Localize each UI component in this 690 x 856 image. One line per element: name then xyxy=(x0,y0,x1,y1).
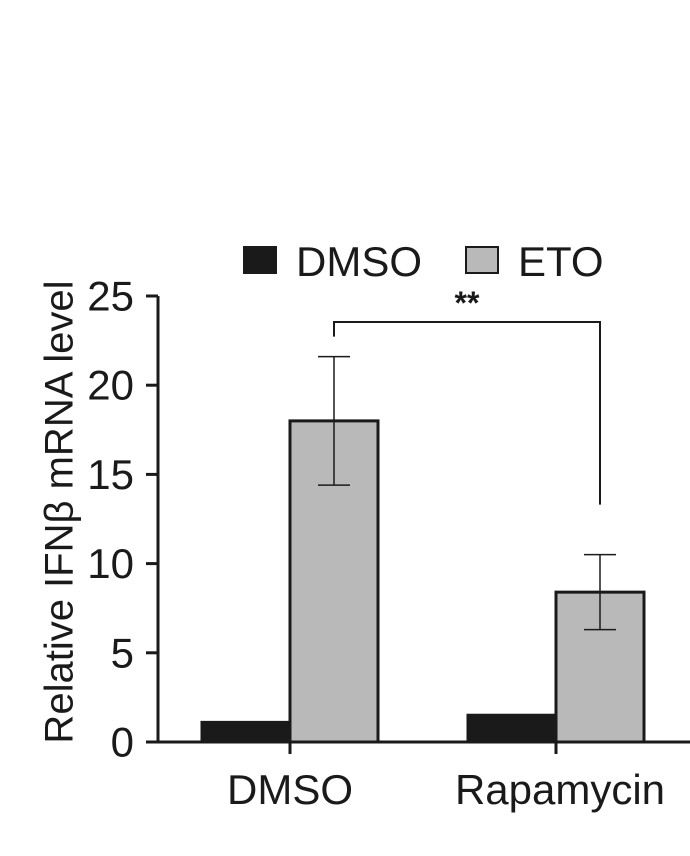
bar-dmso-rapamycin xyxy=(466,713,558,744)
y-tick-label: 10 xyxy=(87,540,134,587)
category-label: Rapamycin xyxy=(455,766,665,813)
y-tick-label: 5 xyxy=(111,629,134,676)
significance-label: ** xyxy=(455,285,480,321)
legend-label-eto: ETO xyxy=(518,238,604,285)
significance-line xyxy=(333,321,601,505)
category-labels: DMSO Rapamycin xyxy=(227,742,665,813)
legend-swatch-dmso xyxy=(243,246,277,274)
legend-swatch-eto xyxy=(465,246,499,274)
bar-dmso-dmso xyxy=(200,720,292,744)
y-axis-label: Relative IFNβ mRNA level xyxy=(38,280,82,743)
legend-label-dmso: DMSO xyxy=(296,238,422,285)
category-label: DMSO xyxy=(227,766,353,813)
legend: DMSO ETO xyxy=(243,238,604,285)
y-tick-label: 15 xyxy=(87,451,134,498)
significance-bracket: ** xyxy=(333,285,601,505)
y-tick-label: 25 xyxy=(87,273,134,320)
y-ticks: 0 5 10 15 20 25 xyxy=(87,273,158,766)
bars xyxy=(200,355,646,744)
y-tick-label: 20 xyxy=(87,362,134,409)
y-tick-label: 0 xyxy=(111,719,134,766)
